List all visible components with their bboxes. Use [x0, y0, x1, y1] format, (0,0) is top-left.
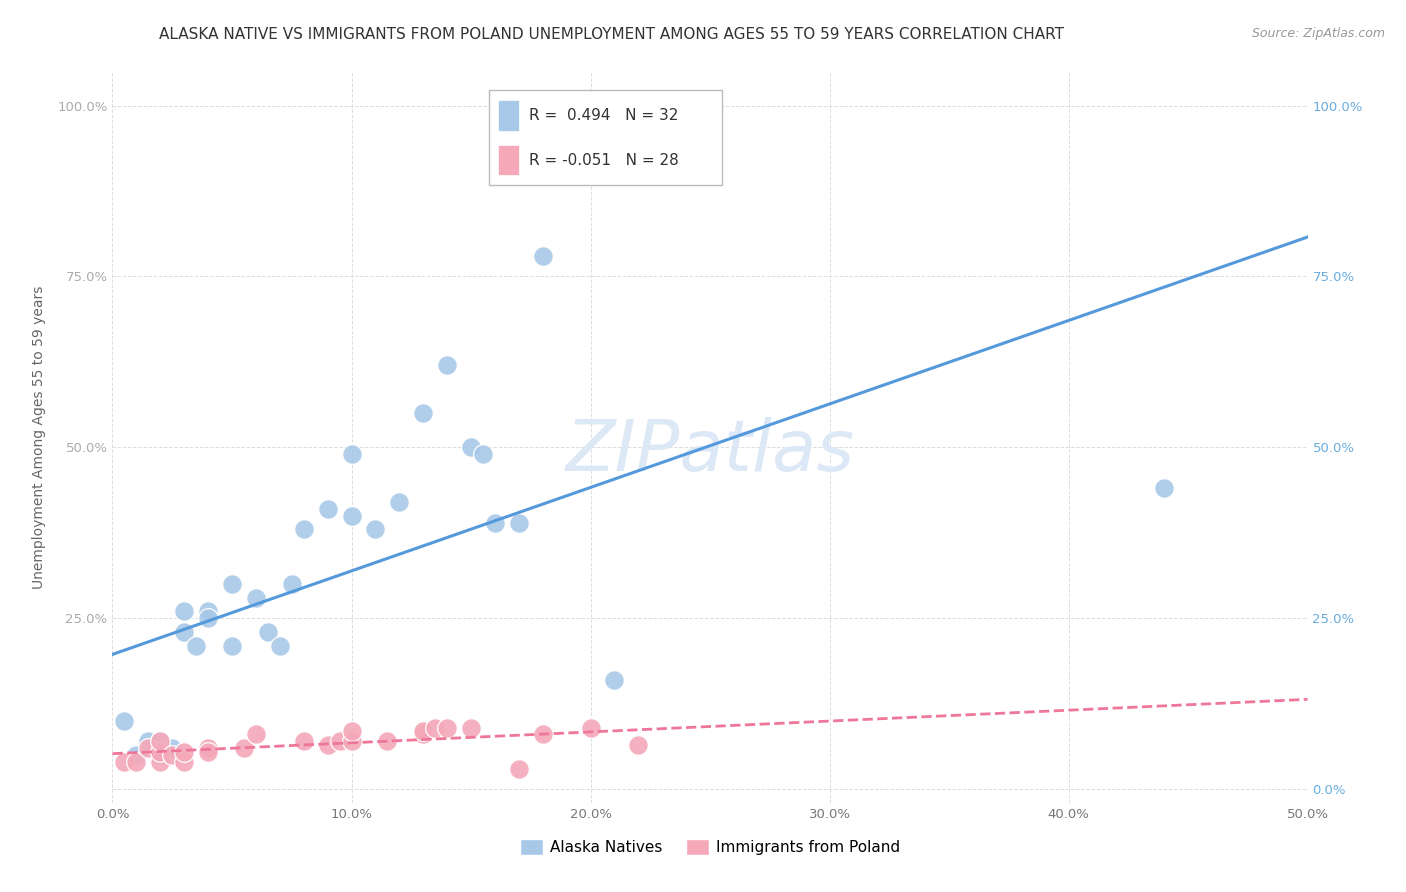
Point: [484, 516, 506, 530]
Point: [425, 721, 447, 735]
Point: [292, 734, 315, 748]
Point: [579, 721, 602, 735]
Point: [472, 447, 495, 461]
Point: [245, 727, 267, 741]
Point: [436, 359, 458, 373]
Point: [197, 745, 219, 759]
Point: [138, 734, 160, 748]
Point: [340, 508, 363, 523]
Point: [233, 741, 256, 756]
Legend: Alaska Natives, Immigrants from Poland: Alaska Natives, Immigrants from Poland: [513, 833, 907, 861]
Point: [340, 734, 363, 748]
Point: [436, 721, 458, 735]
Point: [377, 734, 399, 748]
Point: [340, 447, 363, 461]
Point: [149, 745, 172, 759]
Point: [316, 738, 339, 752]
Point: [221, 639, 243, 653]
Point: [149, 734, 172, 748]
Point: [412, 724, 434, 739]
Point: [149, 755, 172, 769]
Y-axis label: Unemployment Among Ages 55 to 59 years: Unemployment Among Ages 55 to 59 years: [32, 285, 46, 589]
Point: [149, 747, 172, 762]
Point: [627, 738, 650, 752]
Point: [281, 577, 304, 591]
Point: [329, 734, 352, 748]
Point: [460, 440, 482, 454]
Point: [197, 604, 219, 618]
Point: [162, 747, 183, 762]
Point: [508, 762, 530, 776]
Point: [412, 727, 434, 741]
Point: [460, 721, 482, 735]
Text: ALASKA NATIVE VS IMMIGRANTS FROM POLAND UNEMPLOYMENT AMONG AGES 55 TO 59 YEARS C: ALASKA NATIVE VS IMMIGRANTS FROM POLAND …: [159, 27, 1064, 42]
Point: [173, 624, 195, 639]
Point: [412, 406, 434, 420]
Point: [197, 611, 219, 625]
Point: [340, 724, 363, 739]
Point: [173, 604, 195, 618]
Point: [186, 639, 208, 653]
Point: [531, 727, 554, 741]
Point: [173, 755, 195, 769]
Point: [162, 741, 183, 756]
Point: [364, 522, 387, 536]
Point: [197, 741, 219, 756]
Point: [125, 755, 148, 769]
Point: [316, 501, 339, 516]
Point: [1153, 481, 1175, 495]
Point: [114, 714, 135, 728]
Point: [269, 639, 291, 653]
Point: [173, 745, 195, 759]
Point: [257, 624, 280, 639]
Point: [125, 747, 148, 762]
Point: [531, 249, 554, 263]
Point: [221, 577, 243, 591]
Point: [388, 495, 411, 509]
Point: [245, 591, 267, 605]
Point: [114, 755, 135, 769]
Point: [149, 734, 172, 748]
Point: [292, 522, 315, 536]
Text: Source: ZipAtlas.com: Source: ZipAtlas.com: [1251, 27, 1385, 40]
Point: [603, 673, 626, 687]
Text: ZIPatlas: ZIPatlas: [565, 417, 855, 486]
Point: [138, 741, 160, 756]
Point: [508, 516, 530, 530]
